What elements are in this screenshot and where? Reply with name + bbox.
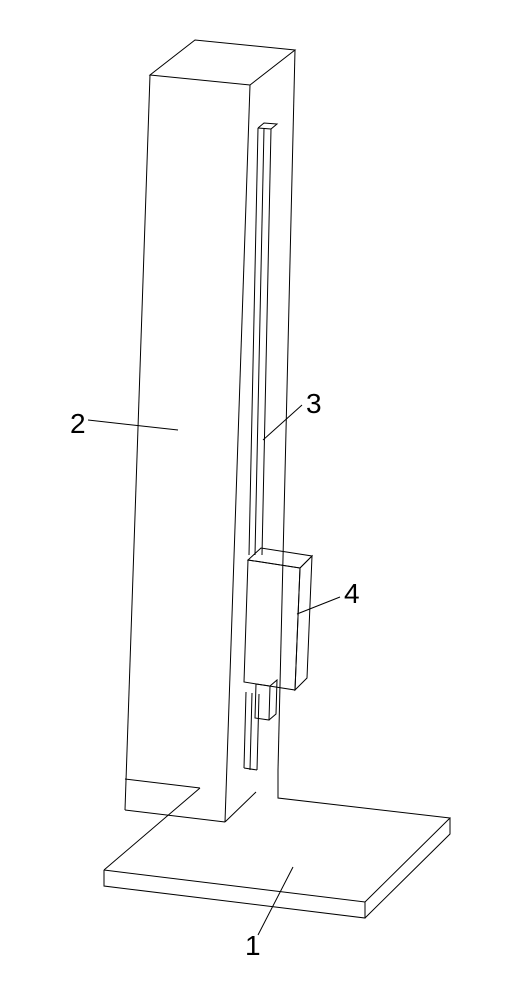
- leader-4: [297, 597, 340, 614]
- column-edge-br: [278, 50, 295, 770]
- column-bottom-right: [225, 792, 256, 822]
- slot-left-lower: [244, 692, 246, 768]
- label-2: 2: [70, 408, 86, 440]
- slot-right: [262, 129, 271, 555]
- leader-1: [258, 867, 293, 935]
- technical-diagram: [0, 0, 520, 1000]
- base-plate-front: [104, 870, 365, 918]
- slider-tab-side: [269, 680, 277, 720]
- base-plate-top: [104, 770, 450, 902]
- leader-2: [88, 420, 178, 430]
- slider-front: [244, 560, 300, 690]
- slider-tab: [255, 684, 270, 720]
- column-edge-fr: [225, 85, 250, 822]
- column-top: [150, 40, 295, 85]
- slot-top-cap: [258, 123, 277, 129]
- column-bottom-front: [125, 810, 225, 822]
- slot-right-lower: [257, 694, 259, 770]
- leader-3: [263, 405, 302, 440]
- base-plate-right: [365, 818, 450, 918]
- label-4: 4: [344, 578, 360, 610]
- label-3: 3: [306, 388, 322, 420]
- slot-inner-lower: [250, 693, 252, 770]
- slider-right: [295, 556, 312, 690]
- column-edge-fl: [125, 75, 150, 810]
- label-1: 1: [245, 930, 261, 962]
